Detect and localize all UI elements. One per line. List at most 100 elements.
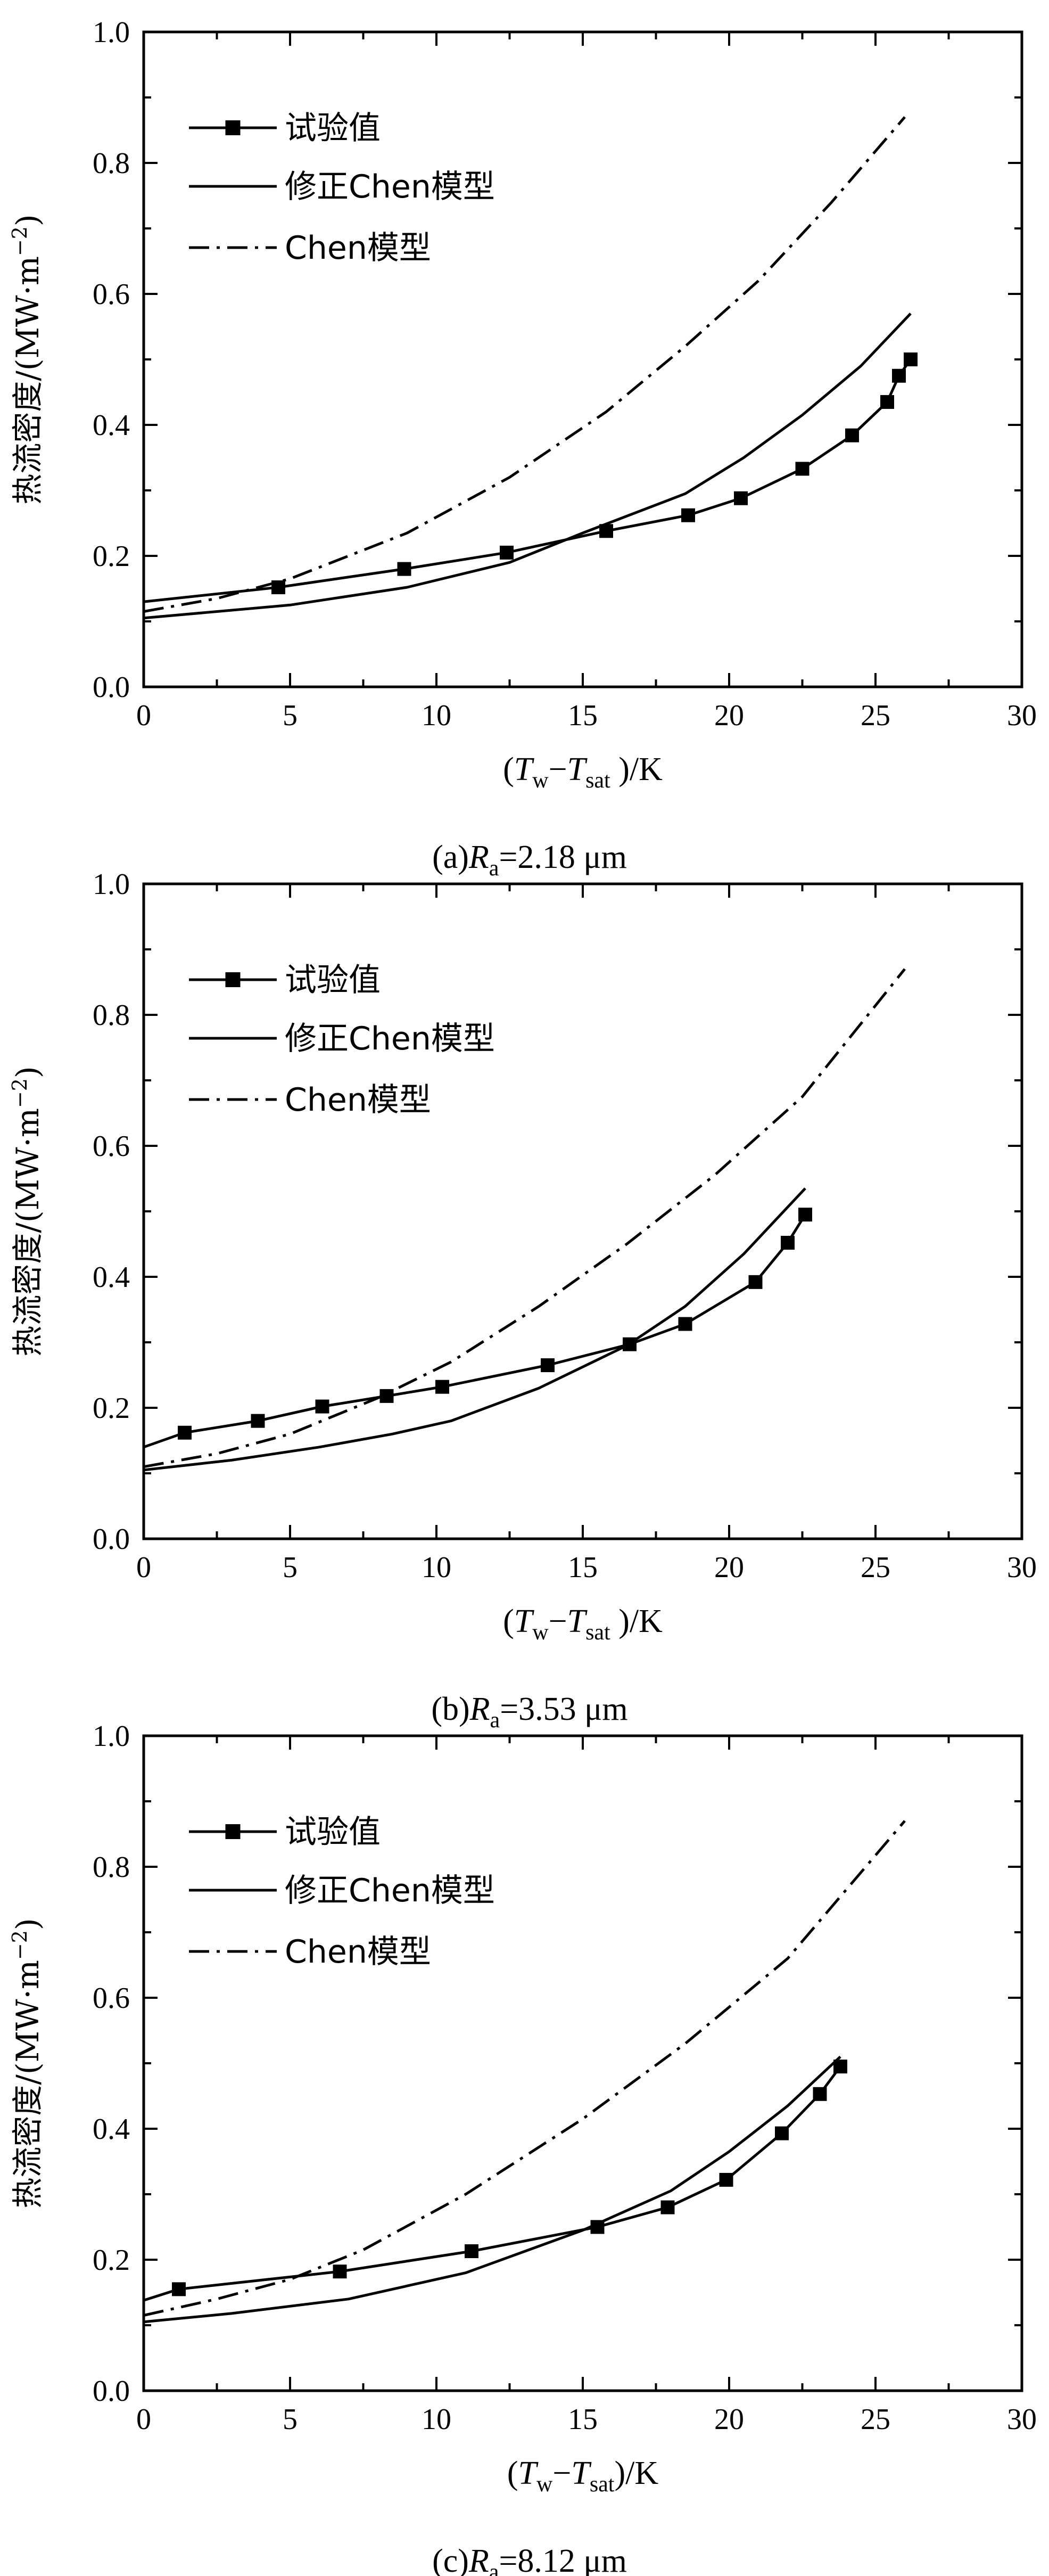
x-tick-label: 0 [136, 1551, 151, 1584]
data-point-marker [681, 508, 695, 522]
y-tick-label: 0.4 [93, 409, 130, 442]
y-tick-label: 0.0 [93, 671, 130, 704]
data-point-marker [172, 2282, 186, 2296]
x-tick-label: 15 [568, 699, 598, 732]
chart-svg-b: 0 5 10 15 20 25 30 0.0 0.2 0.4 0.6 0.8 1.0 热流密度/(MW·m… [8, 868, 1037, 1733]
series-line-1 [143, 1187, 806, 1472]
y-tick-label: 1.0 [93, 16, 130, 49]
data-point-marker [660, 2200, 675, 2214]
y-tick-label: 0.0 [93, 2375, 130, 2408]
x-tick-label: 15 [568, 1551, 598, 1584]
chart-svg-c: 0 5 10 15 20 25 30 0.0 0.2 0.4 0.6 0.8 1.0 热流密度/(MW·m… [8, 1720, 1037, 2576]
x-tick-label: 10 [422, 699, 451, 732]
data-point-marker [333, 2265, 347, 2279]
y-tick-label: 0.4 [93, 1261, 130, 1294]
panel-caption: (b)Ra=3.53 μm [431, 1691, 627, 1733]
series-line-0 [143, 2065, 842, 2302]
series-line-2 [143, 968, 906, 1469]
y-tick-label: 0.6 [93, 1982, 130, 2015]
y-tick-label: 0.2 [93, 1392, 130, 1425]
legend-marker [225, 1824, 241, 1839]
plot-frame [142, 1734, 1023, 2392]
legend-label-1: 修正Chen模型 [285, 168, 495, 206]
y-axis-label: 热流密度/(MW·m−2) [8, 214, 46, 504]
x-tick-label: 30 [1007, 699, 1037, 732]
y-tick-label: 0.6 [93, 1130, 130, 1163]
x-axis-label: (Tw−Tsat )/K [503, 1603, 663, 1645]
x-axis-label: (Tw−Tsat)/K [507, 2455, 658, 2497]
series-line-1 [143, 313, 912, 620]
series-line-0 [143, 358, 912, 603]
chart-svg-a: 0 5 10 15 20 25 30 0.0 0.2 0.4 0.6 0.8 1.0 热流密度/(MW·m… [8, 16, 1037, 881]
data-point-marker [678, 1317, 692, 1331]
y-tick-label: 0.2 [93, 2244, 130, 2277]
x-tick-label: 5 [283, 699, 298, 732]
data-point-marker [734, 491, 748, 505]
x-tick-label: 25 [861, 1551, 890, 1584]
x-tick-label: 25 [861, 699, 890, 732]
data-point-marker [798, 1208, 812, 1222]
data-point-marker [845, 428, 859, 442]
y-tick-label: 0.8 [93, 147, 130, 180]
x-tick-label: 30 [1007, 1551, 1037, 1584]
data-point-marker [795, 462, 810, 476]
x-tick-label: 20 [714, 699, 744, 732]
data-point-marker [251, 1414, 265, 1428]
x-tick-label: 5 [283, 1551, 298, 1584]
data-point-marker [500, 545, 514, 560]
data-point-marker [748, 1275, 763, 1289]
y-tick-label: 1.0 [93, 868, 130, 901]
y-tick-label: 0.8 [93, 999, 130, 1032]
x-axis-label: (Tw−Tsat )/K [503, 751, 663, 793]
legend-label-1: 修正Chen模型 [285, 1872, 495, 1909]
data-point-marker [435, 1380, 449, 1394]
x-tick-label: 20 [714, 1551, 744, 1584]
chart-panel-a: 0 5 10 15 20 25 30 0.0 0.2 0.4 0.6 0.8 1.0 热流密度/(MW·m… [0, 0, 1049, 881]
legend-marker [225, 972, 241, 987]
legend-label-0: 试验值 [285, 1814, 381, 1851]
legend-label-2: Chen模型 [285, 1081, 431, 1119]
data-point-marker [541, 1358, 555, 1373]
data-point-marker [178, 1425, 192, 1440]
chart-panel-b: 0 5 10 15 20 25 30 0.0 0.2 0.4 0.6 0.8 1.0 热流密度/(MW·m… [0, 852, 1049, 1733]
plot-frame [142, 882, 1023, 1540]
data-point-marker [397, 562, 411, 576]
data-point-marker [465, 2244, 478, 2259]
x-tick-label: 5 [283, 2403, 298, 2436]
y-tick-label: 0.2 [93, 540, 130, 573]
y-tick-label: 0.8 [93, 1851, 130, 1884]
data-point-marker [719, 2172, 733, 2187]
x-tick-label: 0 [136, 699, 151, 732]
x-tick-label: 25 [861, 2403, 890, 2436]
data-point-marker [781, 1236, 795, 1250]
y-axis-label: 热流密度/(MW·m−2) [8, 1066, 46, 1356]
panel-caption: (a)Ra=2.18 μm [432, 839, 627, 881]
x-tick-label: 10 [422, 1551, 451, 1584]
data-point-marker [892, 368, 906, 383]
series-line-1 [143, 2055, 841, 2324]
legend-label-0: 试验值 [285, 962, 381, 999]
data-point-marker [813, 2087, 827, 2101]
x-tick-label: 20 [714, 2403, 744, 2436]
legend-label-1: 修正Chen模型 [285, 1020, 495, 1057]
y-tick-label: 1.0 [93, 1720, 130, 1753]
data-point-marker [775, 2126, 789, 2140]
legend-label-2: Chen模型 [285, 1933, 431, 1971]
legend-marker [225, 120, 241, 135]
y-tick-label: 0.0 [93, 1523, 130, 1556]
data-point-marker [904, 352, 918, 366]
x-tick-label: 0 [136, 2403, 151, 2436]
y-tick-label: 0.4 [93, 2113, 130, 2146]
legend-label-0: 试验值 [285, 110, 381, 147]
data-point-marker [315, 1399, 329, 1414]
series-line-2 [143, 1820, 906, 2317]
y-tick-label: 0.6 [93, 278, 130, 311]
chart-panel-c: 0 5 10 15 20 25 30 0.0 0.2 0.4 0.6 0.8 1.0 热流密度/(MW·m… [0, 1704, 1049, 2576]
series-line-2 [143, 116, 906, 613]
x-tick-label: 30 [1007, 2403, 1037, 2436]
x-tick-label: 10 [422, 2403, 451, 2436]
y-axis-label: 热流密度/(MW·m−2) [8, 1918, 46, 2208]
x-tick-label: 15 [568, 2403, 598, 2436]
data-point-marker [880, 395, 894, 409]
panel-caption: (c)Ra=8.12 μm [432, 2543, 627, 2576]
